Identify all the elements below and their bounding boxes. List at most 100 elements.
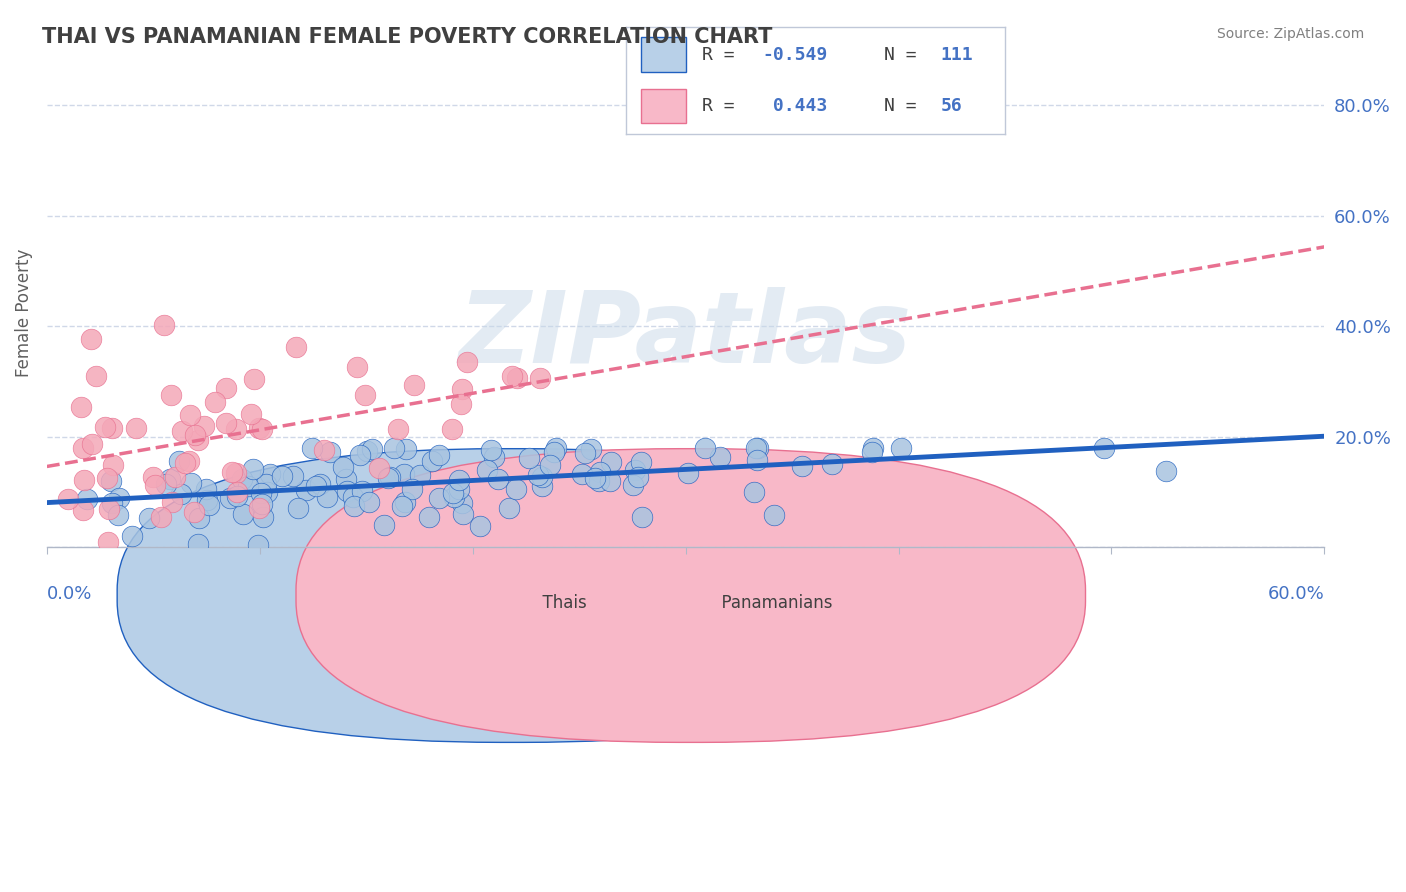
FancyBboxPatch shape [297,449,1085,742]
Point [98,502,121,516]
Point [387,422,409,436]
Point [378,469,401,483]
Point [259,467,281,481]
Point [583,470,606,484]
Text: N =: N = [884,97,928,115]
Point [250,485,273,500]
Point [100,474,122,488]
Point [204,395,226,409]
Point [254,477,277,491]
Point [252,510,274,524]
Point [530,470,553,484]
Point [56,491,79,506]
Point [538,458,561,472]
Point [468,518,491,533]
Text: 0.0%: 0.0% [46,585,93,603]
Point [160,387,183,401]
Point [440,422,463,436]
Point [256,485,278,500]
Point [543,445,565,459]
Point [96,470,118,484]
Point [482,450,505,465]
Point [350,484,373,499]
Point [76,491,98,506]
Point [163,470,186,484]
Point [225,467,247,481]
Point [498,500,520,515]
Point [382,441,405,455]
Point [451,507,474,521]
Point [821,457,844,471]
Point [354,388,377,402]
Point [225,489,247,503]
Point [142,470,165,484]
Point [443,491,465,505]
Point [150,509,173,524]
Point [225,485,247,500]
Point [449,482,471,496]
Text: 111: 111 [941,45,973,63]
Point [152,318,174,332]
Point [193,419,215,434]
Point [335,472,357,486]
Point [231,471,253,485]
Point [359,495,381,509]
Point [247,501,270,516]
Point [100,421,122,435]
Point [250,422,273,436]
Point [198,499,221,513]
Point [479,443,502,458]
Point [73,474,96,488]
Point [246,538,269,552]
Text: THAI VS PANAMANIAN FEMALE POVERTY CORRELATION CHART: THAI VS PANAMANIAN FEMALE POVERTY CORREL… [42,27,772,46]
Point [162,495,184,509]
Point [315,490,337,504]
Point [862,441,884,455]
Point [1154,464,1177,478]
Point [589,466,612,480]
Point [342,490,364,504]
Point [155,477,177,491]
Point [506,370,529,384]
Text: Thais: Thais [533,594,588,612]
Point [195,483,218,497]
Text: R =: R = [702,45,745,63]
Point [418,510,440,524]
Point [143,477,166,491]
Point [69,401,91,415]
Point [367,461,389,475]
Point [890,441,912,455]
Point [215,417,238,431]
Point [505,483,527,497]
Point [187,537,209,551]
Point [287,501,309,516]
Point [529,371,551,385]
Point [221,465,243,479]
Point [167,454,190,468]
Point [219,491,242,505]
Point [486,472,509,486]
Point [402,377,425,392]
Point [177,454,200,468]
Point [236,479,259,493]
Point [183,505,205,519]
Point [239,407,262,421]
Point [356,443,378,458]
Point [450,496,472,510]
Point [242,371,264,385]
Text: 0.443: 0.443 [762,97,828,115]
Point [427,448,450,462]
Point [295,483,318,498]
Y-axis label: Female Poverty: Female Poverty [15,248,32,376]
Point [172,424,194,438]
Point [571,467,593,481]
Point [173,457,195,471]
Point [588,474,610,488]
Point [630,510,652,524]
Point [305,479,328,493]
Point [187,434,209,448]
Point [180,476,202,491]
Text: 60.0%: 60.0% [1268,585,1324,603]
Point [742,485,765,500]
Point [159,472,181,486]
